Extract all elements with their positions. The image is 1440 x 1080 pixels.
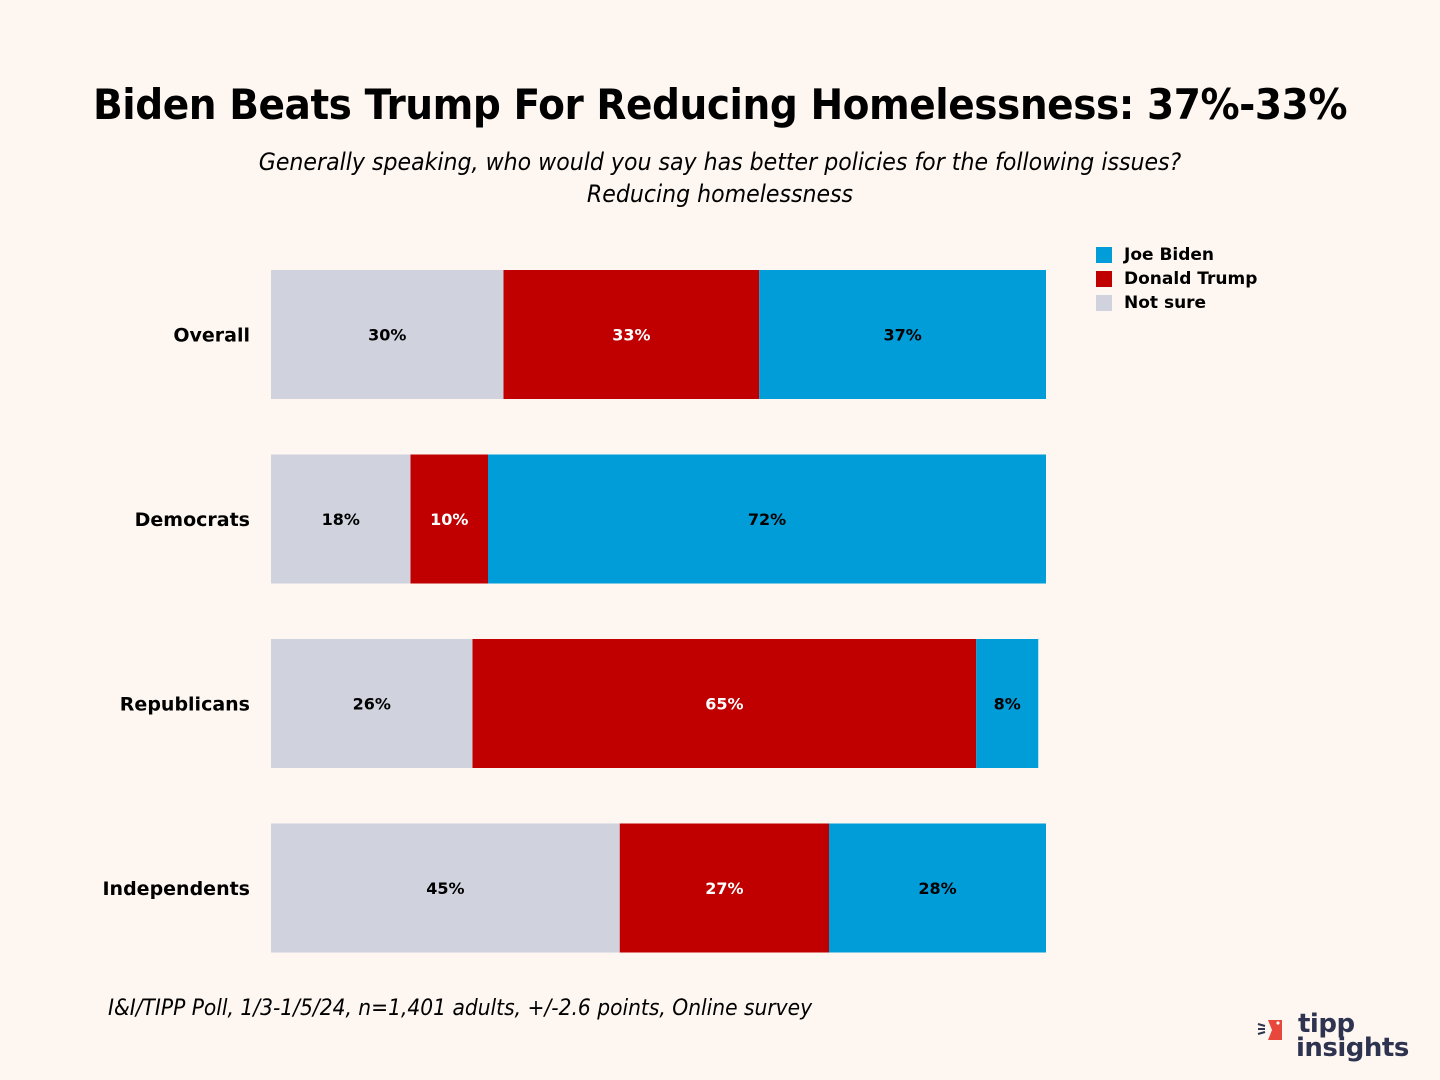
chart-title: Biden Beats Trump For Reducing Homelessn… — [92, 80, 1348, 129]
logo-text-insights: insights — [1296, 1033, 1409, 1063]
tipp-insights-logo: tipp insights — [1256, 1009, 1416, 1068]
data-label-republicans-not-sure: 26% — [353, 695, 391, 714]
legend-label-trump: Donald Trump — [1124, 269, 1258, 289]
legend-label-not-sure: Not sure — [1124, 293, 1207, 313]
bar-overall-joe-biden — [759, 270, 1046, 399]
data-label-democrats-not-sure: 18% — [322, 510, 360, 529]
category-label-democrats: Democrats — [135, 509, 250, 531]
bar-republicans-joe-biden — [976, 639, 1039, 768]
bar-democrats-not-sure — [271, 454, 411, 584]
logo-text-tipp: tipp — [1298, 1009, 1355, 1039]
bar-independents-not-sure — [271, 823, 620, 953]
category-label-overall: Overall — [173, 325, 250, 347]
data-label-independents-joe-biden: 28% — [918, 879, 956, 898]
legend-item-biden: Joe Biden — [1096, 243, 1257, 267]
megaphone-icon — [1257, 1020, 1282, 1040]
bar-republicans-donald-trump — [472, 639, 977, 768]
data-label-republicans-donald-trump: 65% — [705, 695, 743, 714]
data-label-democrats-donald-trump: 10% — [430, 510, 468, 529]
legend-swatch-trump — [1096, 271, 1112, 287]
legend-item-trump: Donald Trump — [1096, 267, 1257, 291]
data-label-republicans-joe-biden: 8% — [994, 695, 1021, 714]
data-label-democrats-joe-biden: 72% — [748, 510, 786, 529]
bar-democrats-donald-trump — [410, 454, 488, 584]
data-label-overall-not-sure: 30% — [368, 326, 406, 345]
legend-swatch-not-sure — [1096, 295, 1112, 311]
data-label-independents-donald-trump: 27% — [705, 879, 743, 898]
category-label-independents: Independents — [102, 878, 250, 900]
source-footnote: I&I/TIPP Poll, 1/3-1/5/24, n=1,401 adult… — [108, 996, 813, 1021]
legend-item-not-sure: Not sure — [1096, 291, 1257, 315]
legend: Joe Biden Donald Trump Not sure — [1096, 243, 1257, 315]
bar-overall-not-sure — [271, 270, 504, 399]
data-label-independents-not-sure: 45% — [426, 879, 464, 898]
legend-swatch-biden — [1096, 247, 1112, 263]
bar-independents-joe-biden — [829, 823, 1046, 953]
bar-democrats-joe-biden — [488, 454, 1046, 584]
bar-independents-donald-trump — [619, 823, 829, 953]
data-label-overall-donald-trump: 33% — [612, 326, 650, 345]
category-label-republicans: Republicans — [120, 694, 250, 716]
legend-label-biden: Joe Biden — [1124, 245, 1215, 265]
bar-overall-donald-trump — [503, 270, 760, 399]
data-label-overall-joe-biden: 37% — [883, 326, 921, 345]
bar-republicans-not-sure — [271, 639, 473, 768]
chart-subtitle: Generally speaking, who would you say ha… — [258, 148, 1182, 208]
